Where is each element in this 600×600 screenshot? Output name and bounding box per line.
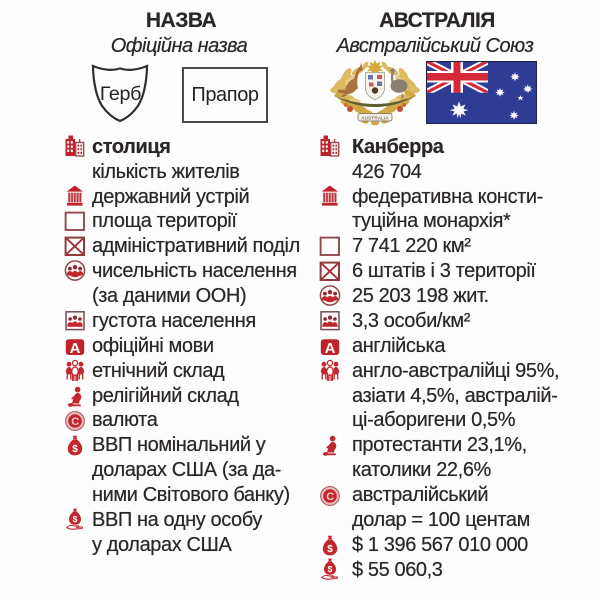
- svg-text:Герб: Герб: [100, 83, 141, 105]
- svg-text:AUSTRALIA: AUSTRALIA: [361, 115, 389, 120]
